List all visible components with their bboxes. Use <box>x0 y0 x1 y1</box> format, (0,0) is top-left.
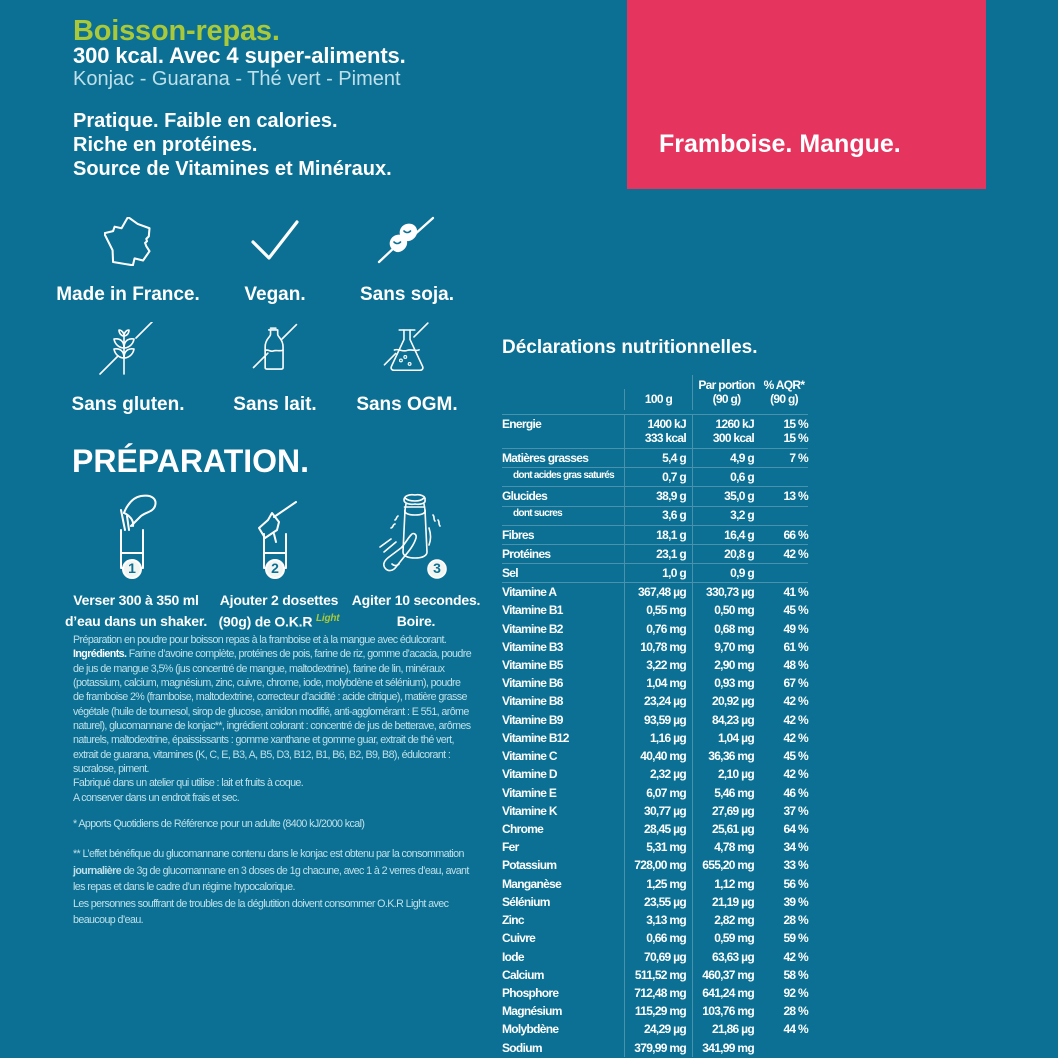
svg-text:1: 1 <box>128 560 136 576</box>
svg-text:3: 3 <box>433 560 441 576</box>
svg-text:2: 2 <box>271 560 279 576</box>
